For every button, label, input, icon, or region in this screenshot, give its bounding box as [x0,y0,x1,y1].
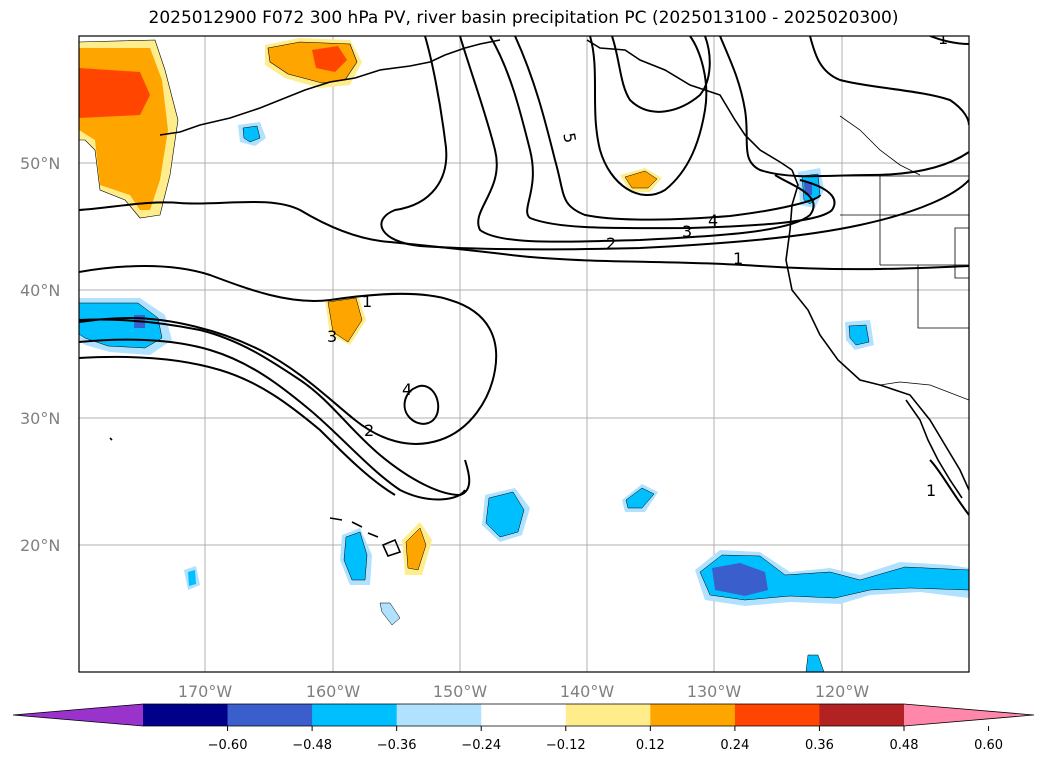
lat-axis: 50°N 40°N 30°N 20°N [20,154,60,555]
contour-label: 4 [402,380,412,399]
contour-label: 4 [708,211,718,230]
contour-labels: 1 5 4 3 2 1 1 3 4 2 1 [327,29,948,500]
colorbar-tick-label: −0.60 [208,738,248,753]
coastlines [109,39,969,557]
colorbar-tick-label: −0.24 [461,738,501,753]
lon-tick-label: 170°W [178,682,233,701]
colorbar-swatch [650,704,736,726]
lat-tick-label: 40°N [20,281,60,300]
map-frame [78,35,970,673]
contour-label: 1 [362,292,372,311]
precip-shading [79,38,969,672]
colorbar-tick-label: −0.12 [546,738,586,753]
colorbar-swatch [481,704,567,726]
colorbar-outline [12,703,1035,727]
contour-label: 1 [733,249,743,268]
lat-tick-label: 30°N [20,409,60,428]
lon-tick-label: 160°W [306,682,361,701]
colorbar-tick-label: −0.36 [377,738,417,753]
colorbar-swatch [143,704,229,726]
colorbar-extend-max [904,704,1034,726]
lat-tick-label: 50°N [20,154,60,173]
gridlines [79,36,969,672]
colorbar-tick-label: 0.12 [636,738,665,753]
colorbar-swatch [396,704,482,726]
colorbar-extend-min [13,704,143,726]
colorbar-tick-label: −0.48 [292,738,332,753]
contour-label: 5 [559,131,579,144]
colorbar-swatch [734,704,820,726]
colorbar-swatch [565,704,651,726]
contour-label: 2 [606,234,616,253]
contour-label: 3 [327,327,337,346]
colorbar-swatch [819,704,905,726]
contour-label: 1 [926,481,936,500]
lon-tick-label: 150°W [433,682,488,701]
map-panel [79,36,969,672]
colorbar-tick-label: 0.48 [890,738,919,753]
colorbar-tick-label: 0.24 [720,738,749,753]
colorbar-swatch [312,704,398,726]
colorbar-swatch [227,704,313,726]
colorbar: −0.60 −0.48 −0.36 −0.24 −0.12 0.12 0.24 0.36 0.4… [12,703,1035,753]
lon-tick-label: 130°W [687,682,742,701]
contour-label: 1 [938,29,948,48]
colorbar-tick-label: 0.36 [805,738,834,753]
lat-tick-label: 20°N [20,536,60,555]
lon-tick-label: 120°W [815,682,870,701]
contour-label: 2 [364,421,374,440]
pv-contours [79,36,969,516]
colorbar-tick-label: 0.60 [974,738,1003,753]
contour-label: 3 [682,222,692,241]
lon-axis: 170°W 160°W 150°W 140°W 130°W 120°W [178,682,870,701]
lon-tick-label: 140°W [560,682,615,701]
map-title: 2025012900 F072 300 hPa PV, river basin … [148,8,899,28]
